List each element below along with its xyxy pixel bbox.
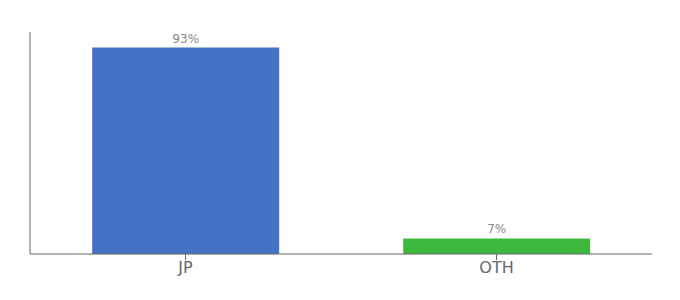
svg-text:OTH: OTH xyxy=(479,258,513,277)
svg-text:7%: 7% xyxy=(487,222,506,236)
svg-text:JP: JP xyxy=(177,258,193,277)
svg-text:93%: 93% xyxy=(172,32,199,46)
